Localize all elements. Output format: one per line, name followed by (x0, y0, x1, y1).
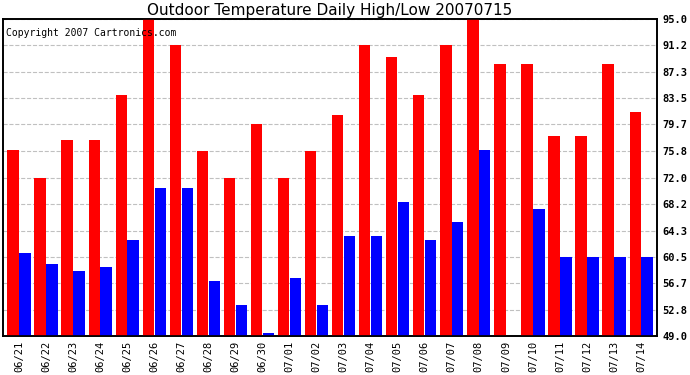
Bar (115, 95, 127, 336)
Bar (413, 95, 424, 336)
Bar (305, 152, 316, 336)
Bar (290, 278, 301, 336)
Bar (440, 45, 451, 336)
Bar (34, 177, 46, 336)
Bar (549, 136, 560, 336)
Title: Outdoor Temperature Daily High/Low 20070715: Outdoor Temperature Daily High/Low 20070… (148, 3, 513, 18)
Bar (425, 240, 436, 336)
Bar (386, 57, 397, 336)
Bar (224, 177, 235, 336)
Bar (278, 177, 289, 336)
Bar (170, 45, 181, 336)
Bar (263, 333, 274, 336)
Bar (467, 19, 479, 336)
Bar (8, 150, 19, 336)
Bar (629, 112, 641, 336)
Bar (522, 64, 533, 336)
Bar (602, 64, 614, 336)
Bar (143, 19, 154, 336)
Bar (61, 140, 73, 336)
Bar (181, 188, 193, 336)
Bar (208, 281, 220, 336)
Bar (251, 124, 262, 336)
Bar (398, 202, 409, 336)
Bar (128, 240, 139, 336)
Bar (494, 64, 506, 336)
Bar (371, 236, 382, 336)
Bar (587, 257, 599, 336)
Bar (73, 271, 85, 336)
Bar (236, 305, 247, 336)
Bar (560, 257, 571, 336)
Bar (88, 140, 100, 336)
Bar (344, 236, 355, 336)
Text: Copyright 2007 Cartronics.com: Copyright 2007 Cartronics.com (6, 28, 177, 39)
Bar (452, 222, 464, 336)
Bar (614, 257, 626, 336)
Bar (332, 116, 344, 336)
Bar (155, 188, 166, 336)
Bar (479, 150, 491, 336)
Bar (575, 136, 586, 336)
Bar (317, 305, 328, 336)
Bar (197, 152, 208, 336)
Bar (19, 254, 30, 336)
Bar (642, 257, 653, 336)
Bar (533, 209, 544, 336)
Bar (359, 45, 371, 336)
Bar (101, 267, 112, 336)
Bar (46, 264, 58, 336)
